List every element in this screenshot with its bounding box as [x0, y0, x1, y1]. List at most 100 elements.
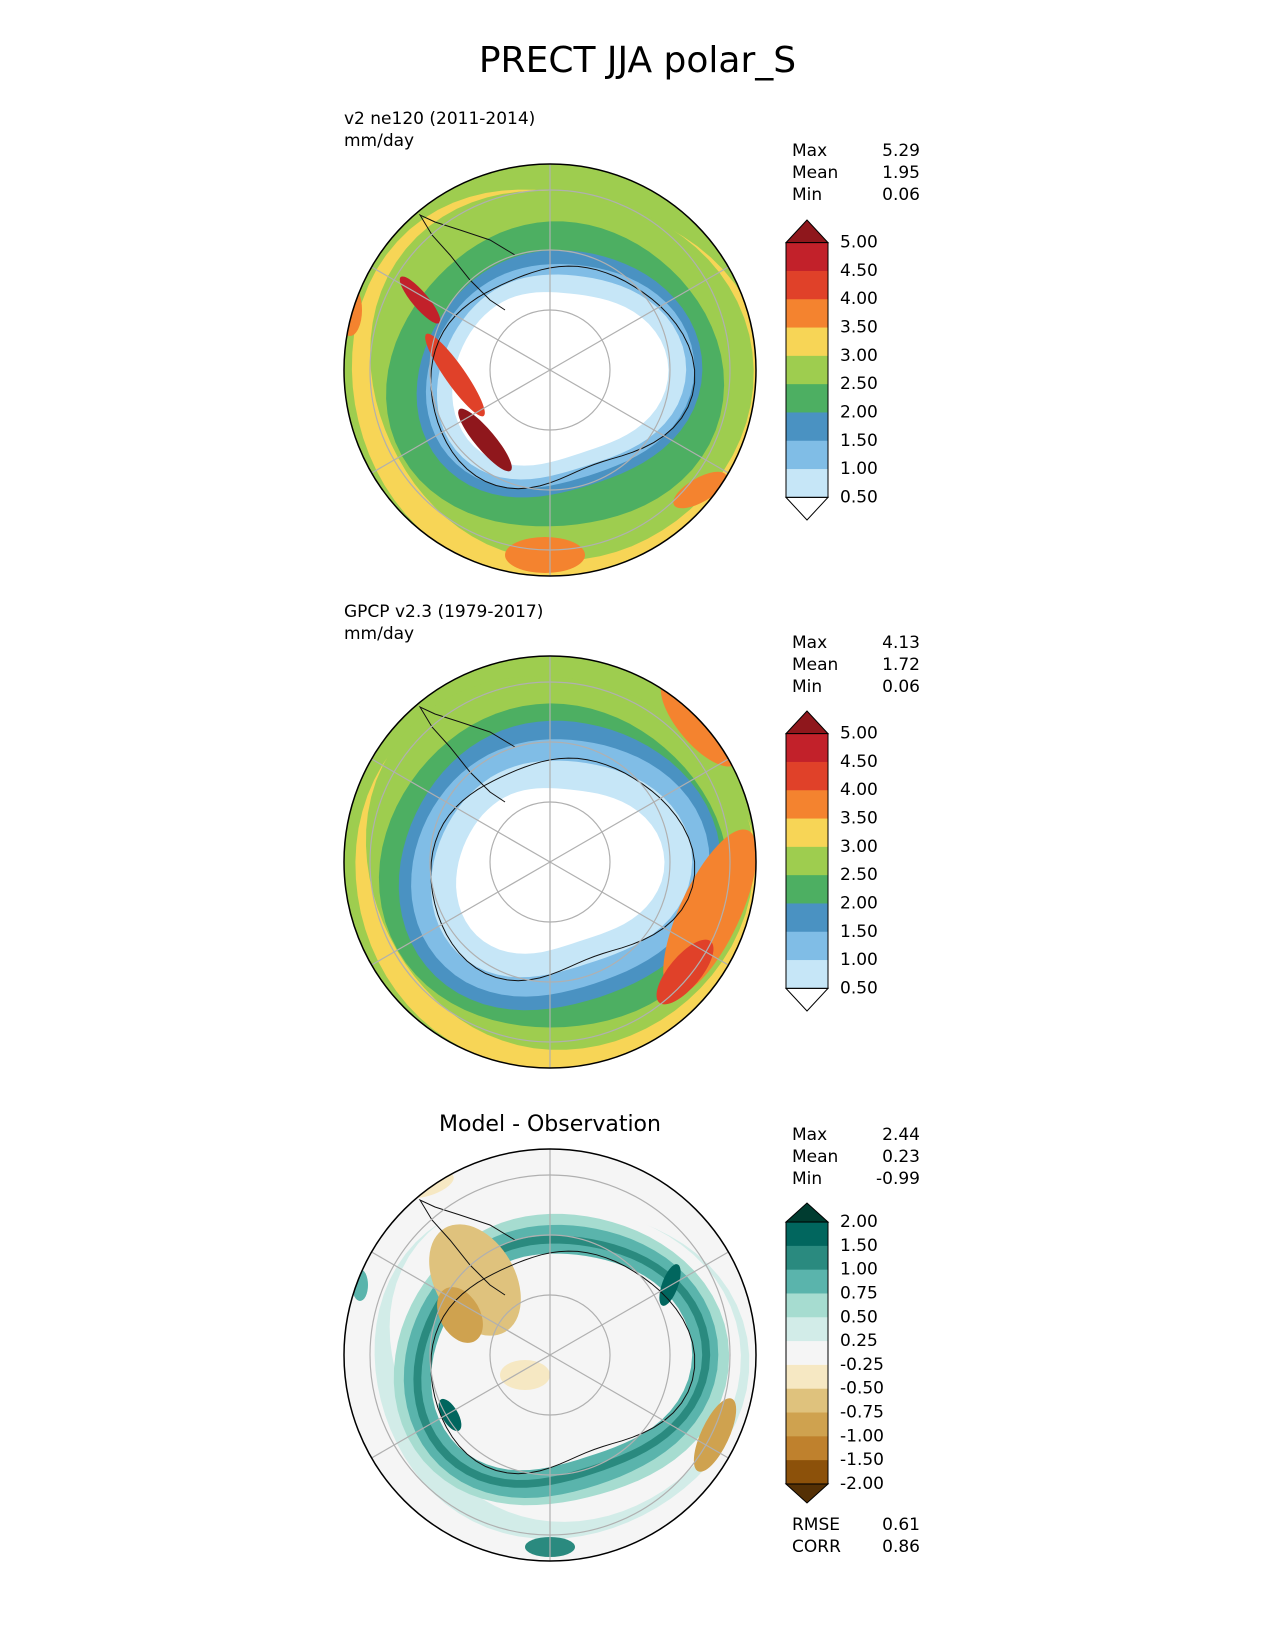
- colorbar-tick-label: 1.50: [840, 1236, 878, 1256]
- colorbar-tick-label: 3.00: [840, 346, 878, 366]
- precip-contour-region: [505, 537, 585, 573]
- colorbar-bin: [786, 846, 828, 876]
- rmse-value: 0.61: [882, 1515, 920, 1535]
- colorbar-tick-label: 0.50: [840, 487, 878, 507]
- colorbar-bin: [786, 355, 828, 385]
- colorbar-bin: [786, 242, 828, 272]
- colorbar-tick-label: 2.50: [840, 865, 878, 885]
- stat-min-value: 0.06: [882, 185, 920, 205]
- colorbar-bin: [786, 270, 828, 300]
- colorbar-extend-min: [784, 987, 830, 1012]
- model-polar-map: [343, 163, 757, 577]
- colorbar-tick-label: 0.25: [840, 1331, 878, 1351]
- stat-max-value: 5.29: [882, 141, 920, 161]
- stat-mean-label: Mean: [792, 1147, 839, 1167]
- obs-stats: Max 4.13 Mean 1.72 Min 0.06: [792, 632, 920, 698]
- obs-panel-label: GPCP v2.3 (1979-2017) mm/day: [344, 601, 543, 645]
- precip-contour-region: [458, 408, 512, 472]
- colorbar-tick-label: 4.00: [840, 289, 878, 309]
- colorbar-tick-label: -0.25: [840, 1355, 884, 1375]
- colorbar-bin: [786, 903, 828, 933]
- corr-label: CORR: [792, 1537, 841, 1557]
- colorbar-tick-label: 0.50: [840, 978, 878, 998]
- obs-label-name: GPCP v2.3 (1979-2017): [344, 602, 544, 622]
- coastline: [418, 705, 516, 803]
- colorbar-extend-max: [784, 710, 830, 735]
- stat-min-value: 0.06: [882, 677, 920, 697]
- colorbar-bin: [786, 412, 828, 442]
- colorbar-tick-label: -0.50: [840, 1379, 884, 1399]
- diff-metrics: RMSE 0.61 CORR 0.86: [792, 1514, 920, 1558]
- colorbar-tick-label: 0.50: [840, 1307, 878, 1327]
- precip-contour-region: [438, 1398, 462, 1432]
- colorbar-tick-label: 4.00: [840, 780, 878, 800]
- stat-min-label: Min: [792, 185, 823, 205]
- stat-max-label: Max: [792, 141, 828, 161]
- colorbar-frame: [785, 733, 829, 989]
- colorbar-bin: [786, 875, 828, 904]
- colorbar-frame: [785, 242, 829, 498]
- colorbar-frame: [785, 1221, 829, 1485]
- colorbar-tick-label: 1.00: [840, 950, 878, 970]
- figure-title: PRECT JJA polar_S: [478, 40, 797, 81]
- precip-contour-region: [500, 1360, 550, 1390]
- colorbar-bin: [786, 790, 828, 820]
- colorbar-tick-label: 5.00: [840, 233, 878, 253]
- colorbar-bin: [786, 1341, 828, 1366]
- precip-contour-region: [656, 939, 714, 1005]
- model-colorbar: 0.50 1.00 1.50 2.00 2.50 3.00 3.50 4.00 4.50 5.00: [784, 219, 878, 521]
- colorbar-bin: [786, 931, 828, 961]
- stat-min-label: Min: [792, 1169, 823, 1189]
- colorbar-bin: [786, 1293, 828, 1318]
- stat-mean-label: Mean: [792, 163, 839, 183]
- map-boundary: [343, 163, 757, 577]
- colorbar-bin: [786, 1364, 828, 1390]
- obs-label-units: mm/day: [344, 624, 415, 644]
- colorbar-bin: [786, 440, 828, 470]
- model-label-units: mm/day: [344, 131, 415, 151]
- colorbar-tick-label: 1.00: [840, 459, 878, 479]
- obs-polar-map: [343, 655, 757, 1069]
- colorbar-tick-label: 3.00: [840, 837, 878, 857]
- colorbar-tick-label: 1.50: [840, 431, 878, 451]
- model-panel-label: v2 ne120 (2011-2014) mm/day: [344, 108, 535, 152]
- colorbar-bin: [786, 818, 828, 848]
- coastline: [430, 757, 696, 982]
- colorbar-tick-label: 4.50: [840, 261, 878, 281]
- colorbar-tick-label: -0.75: [840, 1403, 884, 1423]
- graticule: [369, 164, 731, 576]
- colorbar-tick-label: 3.50: [840, 318, 878, 338]
- precip-contour-region: [693, 1398, 737, 1472]
- colorbar-tick-label: -1.50: [840, 1450, 884, 1470]
- colorbar-bin: [786, 761, 828, 791]
- colorbar-tick-label: -1.00: [840, 1426, 884, 1446]
- colorbar-tick-label: 2.00: [840, 403, 878, 423]
- obs-colorbar: 0.50 1.00 1.50 2.00 2.50 3.00 3.50 4.00 4.50 5.00: [784, 710, 878, 1012]
- model-label-name: v2 ne120 (2011-2014): [344, 109, 536, 129]
- colorbar-tick-label: 2.50: [840, 374, 878, 394]
- precip-contour-region: [437, 1287, 483, 1343]
- stat-max-label: Max: [792, 633, 828, 653]
- colorbar-bin: [786, 299, 828, 329]
- stat-min-label: Min: [792, 677, 823, 697]
- map-boundary: [343, 1148, 757, 1562]
- graticule: [369, 1149, 731, 1561]
- precip-contour-region: [452, 292, 669, 466]
- precip-contour-region: [673, 471, 727, 509]
- stat-mean-value: 1.72: [882, 655, 920, 675]
- diff-polar-map: [343, 1148, 757, 1562]
- stat-max-value: 4.13: [882, 633, 920, 653]
- diff-colorbar: -2.00 -1.50 -1.00 -0.75 -0.50 -0.25 0.25 0.50 0.…: [784, 1202, 884, 1504]
- coastline: [418, 213, 516, 311]
- stat-mean-value: 1.95: [882, 163, 920, 183]
- colorbar-bin: [786, 1245, 828, 1271]
- colorbar-bin: [786, 1317, 828, 1342]
- colorbar-tick-label: 4.50: [840, 752, 878, 772]
- colorbar-bin: [786, 1412, 828, 1437]
- coastline: [430, 1250, 696, 1475]
- colorbar-tick-label: 3.50: [840, 809, 878, 829]
- coastline: [430, 265, 696, 490]
- rmse-label: RMSE: [792, 1515, 841, 1535]
- precip-contour-region: [456, 788, 665, 954]
- colorbar-bin: [786, 327, 828, 357]
